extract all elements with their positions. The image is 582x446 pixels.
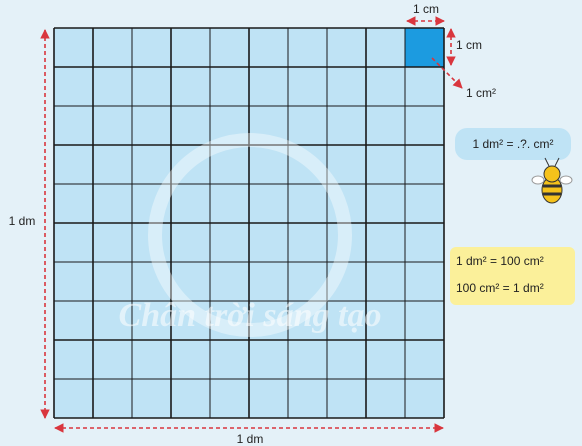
side-left-label: 1 dm — [9, 214, 36, 228]
highlight-cell — [405, 28, 444, 67]
arrow-cell-area — [431, 57, 463, 89]
facts-box — [450, 247, 575, 305]
label-bg — [8, 212, 38, 232]
square-grid — [53, 27, 445, 419]
cell-area-label: 1 cm² — [466, 86, 496, 100]
watermark: Chân trời sáng tạo — [119, 297, 382, 334]
speech-bubble — [455, 128, 571, 160]
fact: 100 cm² = 1 dm² — [456, 281, 544, 295]
cell-height-label: 1 cm — [456, 38, 482, 52]
side-bottom-label: 1 dm — [237, 432, 264, 446]
cell-width-label: 1 cm — [413, 2, 439, 16]
watermark-emblem — [148, 133, 352, 337]
bee-icon — [531, 157, 573, 204]
fact: 1 dm² = 100 cm² — [456, 254, 544, 268]
question: 1 dm² = .?. cm² — [472, 137, 553, 151]
